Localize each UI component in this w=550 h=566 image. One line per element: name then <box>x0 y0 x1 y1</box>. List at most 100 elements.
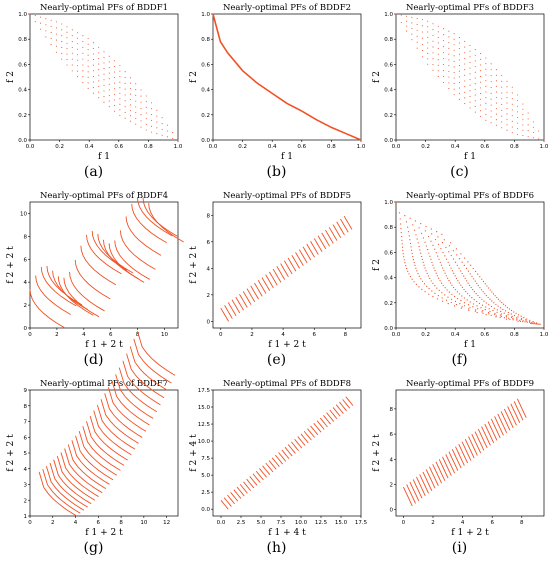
data-point <box>482 280 485 283</box>
series-line <box>148 202 184 243</box>
data-point <box>411 16 413 18</box>
x-axis-label: f 1 <box>464 340 476 350</box>
y-tick-label: 7 <box>24 420 28 426</box>
data-point <box>522 103 524 105</box>
data-point <box>495 85 497 87</box>
series-line <box>265 462 274 473</box>
data-point <box>108 78 110 80</box>
data-point <box>433 267 435 269</box>
data-point <box>431 233 433 235</box>
data-point <box>483 300 485 302</box>
data-point <box>479 296 481 299</box>
y-tick-label: 7.5 <box>201 456 210 462</box>
series-line <box>86 421 125 466</box>
series-line <box>227 494 235 505</box>
data-point <box>469 273 471 275</box>
data-point <box>447 277 449 279</box>
data-point <box>437 31 439 33</box>
data-point <box>476 300 478 303</box>
data-point <box>82 35 84 37</box>
panel-caption: (c) <box>450 164 469 180</box>
data-point <box>406 267 408 270</box>
data-point <box>527 124 529 126</box>
data-point <box>135 89 137 91</box>
x-tick-label: 8 <box>520 520 524 526</box>
data-point <box>456 264 458 266</box>
data-point <box>437 42 439 44</box>
data-point <box>55 27 57 29</box>
y-tick-label: 0.6 <box>384 62 393 68</box>
series-line <box>342 399 351 409</box>
data-point <box>82 46 84 48</box>
panel-caption: (e) <box>266 352 287 368</box>
data-point <box>429 255 431 257</box>
series-line <box>243 481 251 491</box>
series-line <box>80 245 117 286</box>
data-point <box>129 115 131 117</box>
data-point <box>427 275 429 277</box>
data-point <box>77 65 79 67</box>
data-point <box>455 304 458 306</box>
data-point <box>450 298 453 300</box>
series-line <box>464 438 475 459</box>
data-point <box>411 252 413 255</box>
data-point <box>140 114 142 116</box>
data-point <box>474 54 476 56</box>
data-point <box>465 291 467 293</box>
data-point <box>50 31 52 33</box>
data-point <box>436 287 438 289</box>
series-line <box>513 401 524 421</box>
data-point <box>406 25 408 27</box>
series-line <box>291 254 301 269</box>
data-point <box>151 102 153 104</box>
data-point <box>422 237 425 239</box>
data-point <box>487 311 490 314</box>
data-point <box>488 287 490 289</box>
data-point <box>437 25 439 27</box>
data-point <box>472 267 474 270</box>
data-point <box>145 129 147 131</box>
y-tick-label: 0.0 <box>384 326 393 332</box>
data-point <box>437 75 439 78</box>
series-line <box>268 460 277 470</box>
x-tick-label: 1.0 <box>357 144 366 150</box>
data-point <box>129 93 131 95</box>
data-point <box>461 306 463 308</box>
data-point <box>480 93 482 95</box>
data-point <box>499 316 501 318</box>
chart-panel-a: Nearly-optimal PFs of BDDF1 0.0 0.2 0.4 0.6 0… <box>2 2 185 190</box>
data-point <box>438 289 440 291</box>
data-point <box>490 104 492 106</box>
x-tick-label: 10 <box>140 520 147 526</box>
data-point <box>435 252 437 254</box>
data-point <box>489 289 491 291</box>
data-point <box>430 228 432 230</box>
data-point <box>77 37 79 39</box>
x-tick-label: 0.6 <box>297 144 306 150</box>
y-tick-label: 10 <box>20 211 27 217</box>
data-point <box>172 132 174 134</box>
data-point <box>445 246 447 249</box>
data-point <box>458 59 460 61</box>
data-point <box>400 235 403 238</box>
data-point <box>448 65 450 67</box>
series-line <box>329 409 338 420</box>
data-point <box>92 47 94 49</box>
data-point <box>453 295 456 298</box>
data-point <box>490 98 492 100</box>
data-point <box>522 113 524 116</box>
series-line <box>220 307 229 322</box>
data-point <box>477 284 479 287</box>
chart-svg-d: Nearly-optimal PFs of BDDF4 0 2 4 6 8 10 0 2 4 6 8 1… <box>6 191 184 350</box>
data-point <box>40 16 42 18</box>
series-line <box>345 396 354 406</box>
data-point <box>445 258 448 260</box>
y-tick-label: 0.6 <box>201 62 210 68</box>
data-point <box>437 64 439 66</box>
data-point <box>501 109 503 111</box>
series-line <box>236 486 245 497</box>
data-point <box>444 255 446 257</box>
series-line <box>269 271 278 286</box>
x-tick-label: 0 <box>28 332 32 338</box>
series-line <box>507 406 517 426</box>
